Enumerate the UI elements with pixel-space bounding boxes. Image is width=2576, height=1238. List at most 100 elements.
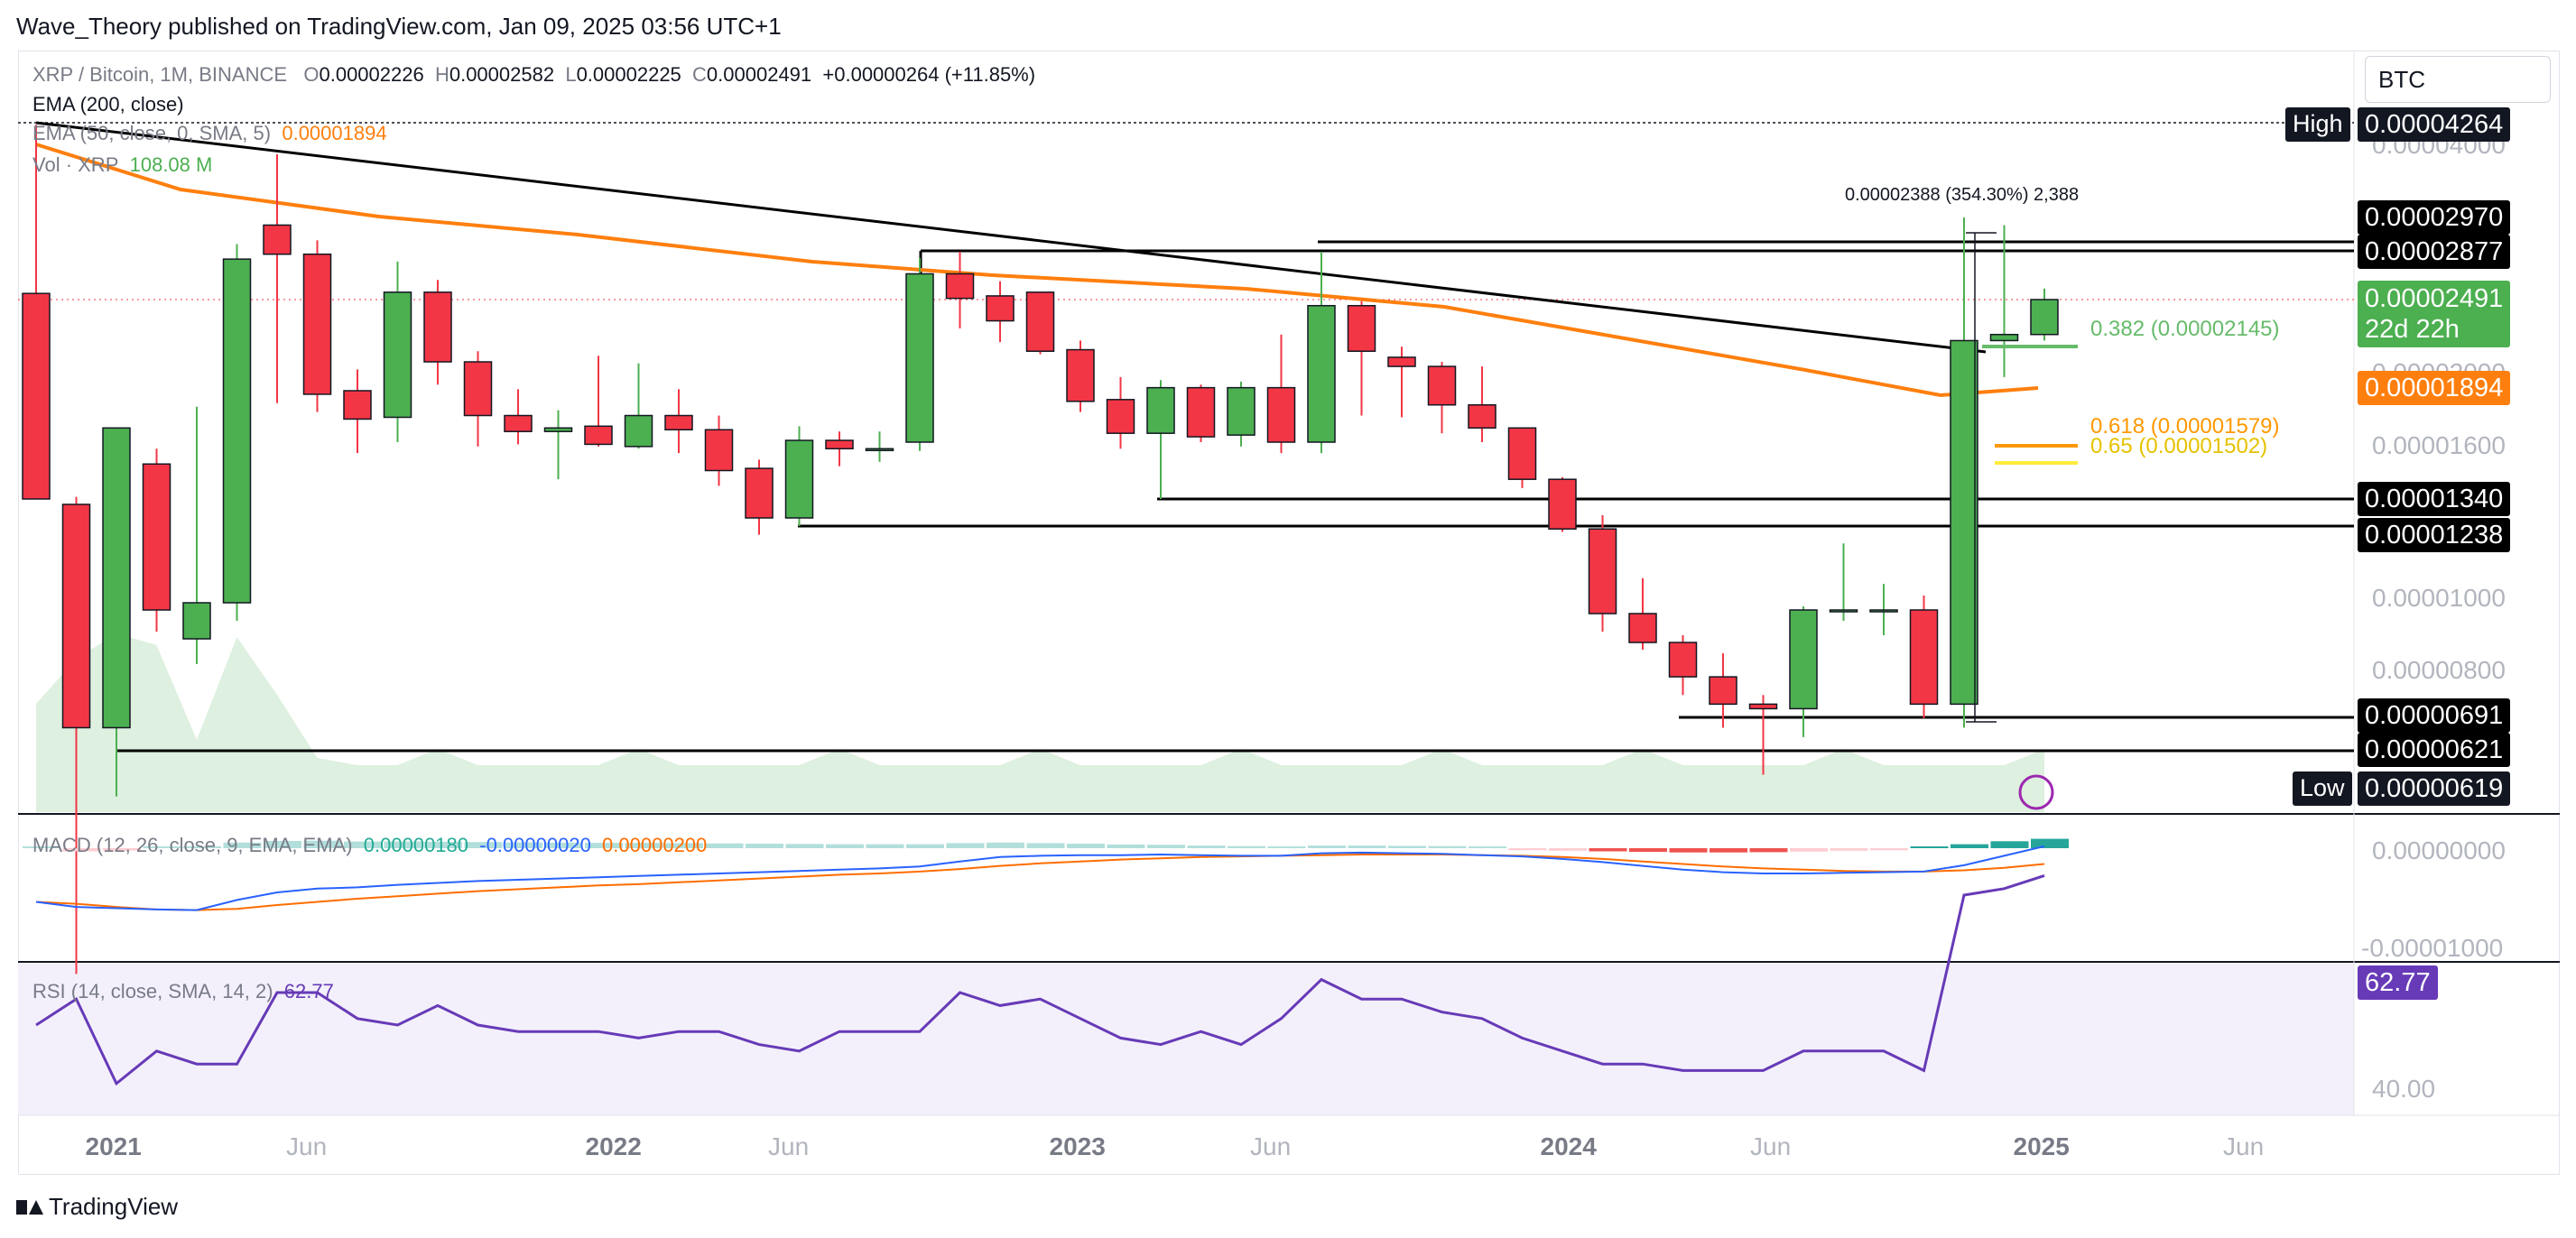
price-axis-tick: 0.00001600	[2372, 431, 2506, 459]
macd-hist-bar	[1267, 846, 1306, 848]
candle-body	[704, 429, 734, 472]
macd-hist-bar	[866, 844, 904, 848]
time-axis-label: 2023	[1050, 1132, 1106, 1160]
macd-hist-bar	[103, 848, 141, 851]
candle-body	[182, 602, 211, 640]
macd-hist-bar	[1910, 846, 1949, 848]
tradingview-logo[interactable]: TradingView	[16, 1193, 178, 1221]
ema50-tag: 0.00001894	[2358, 371, 2511, 405]
candle-body	[1548, 478, 1577, 530]
time-axis-label: Jun	[1250, 1132, 1291, 1160]
macd-hist-bar	[143, 846, 181, 848]
tradingview-wordmark: TradingView	[49, 1193, 179, 1220]
publisher-text: Wave_Theory published on TradingView.com…	[16, 13, 782, 40]
candle-body	[624, 414, 653, 448]
macd-hist-bar	[1469, 846, 1506, 848]
ema50-label: EMA (50, close, 0, SMA, 5)	[32, 122, 272, 144]
candle-body	[1909, 609, 1939, 706]
candle-body	[222, 258, 252, 604]
macd-hist-bar	[303, 840, 342, 848]
macd-axis-tick: -0.00001000	[2361, 934, 2503, 962]
macd-hist-bar	[1669, 848, 1708, 853]
macd-hist-bar	[464, 842, 503, 848]
ema50-legend[interactable]: EMA (50, close, 0, SMA, 5) 0.00001894	[32, 122, 387, 145]
candle-body	[1387, 356, 1416, 367]
candle-body	[905, 273, 934, 443]
high-tag-label: High	[2285, 107, 2350, 142]
open-value: 0.00002226	[319, 63, 424, 86]
candle-body	[1066, 348, 1095, 402]
candle-body	[504, 414, 533, 432]
rsi-value: 62.77	[283, 980, 334, 1002]
candle-body	[986, 295, 1015, 322]
rsi-line	[35, 873, 2045, 1086]
macd-hist-bar	[223, 842, 262, 848]
candle-body	[865, 448, 894, 452]
chart-frame	[18, 51, 2560, 1175]
candle-body	[1829, 609, 1858, 613]
high-label: H	[434, 63, 449, 86]
candle-body	[142, 463, 171, 611]
compare-symbol-box[interactable]: BTC	[2365, 56, 2551, 103]
ema50-value: 0.00001894	[282, 122, 387, 144]
candle-body	[1146, 386, 1175, 434]
candle-body	[343, 390, 372, 420]
macd-hist-bar	[183, 846, 221, 848]
candle-body	[383, 291, 412, 419]
ema200-legend[interactable]: EMA (200, close)	[32, 93, 184, 115]
last-price: 0.00002491	[2365, 284, 2504, 313]
candle-body	[1307, 304, 1336, 443]
macd-hist-bar	[906, 844, 944, 848]
candle-body	[1227, 386, 1256, 436]
macd-hist-bar	[1228, 845, 1265, 848]
time-axis-label: 2024	[1541, 1132, 1598, 1160]
macd-line	[35, 845, 2045, 911]
fib-382-label: 0.382 (0.00002145)	[2090, 317, 2280, 341]
candle-body	[423, 291, 452, 363]
candle-body	[302, 253, 332, 395]
candle-body	[1709, 676, 1737, 706]
bar-countdown: 22d 22h	[2365, 315, 2460, 344]
macd-legend[interactable]: MACD (12, 26, close, 9, EMA, EMA) 0.0000…	[32, 834, 707, 857]
price-axis-tick: 0.00000800	[2372, 656, 2506, 684]
main-legend[interactable]: XRP / Bitcoin, 1M, BINANCE O0.00002226 H…	[32, 63, 1035, 87]
low-tag-label: Low	[2293, 771, 2352, 806]
last-price-tag: 0.00002491 22d 22h	[2358, 281, 2511, 347]
ema50-line	[35, 143, 2039, 398]
measure-label: 0.00002388 (354.30%) 2,388	[1845, 185, 2079, 205]
macd-hist-bar	[544, 842, 583, 848]
candle-body	[1468, 403, 1496, 430]
rsi-band	[18, 964, 2354, 1115]
candle-body	[745, 467, 774, 519]
macd-hist-bar	[1749, 848, 1788, 853]
candle-body	[61, 504, 91, 729]
candle-body	[1347, 304, 1376, 352]
candle-body	[1668, 642, 1698, 678]
macd-hist-bar	[1790, 848, 1828, 852]
downtrend-line	[35, 121, 1987, 354]
macd-hist-bar	[1067, 844, 1105, 848]
low-tag: 0.00000619	[2358, 771, 2511, 806]
candle-body	[1025, 291, 1055, 352]
time-axis-label: Jun	[768, 1132, 809, 1160]
tradingview-icon	[16, 1198, 43, 1216]
level-tag-691: 0.00000691	[2358, 698, 2511, 733]
change-value: +0.00000264 (+11.85%)	[822, 63, 1036, 86]
macd-hist-bar	[23, 846, 60, 848]
candle-body	[1186, 386, 1216, 438]
macd-hist-bar	[625, 843, 663, 848]
level-tag-2877: 0.00002877	[2358, 235, 2511, 269]
time-axis-label: Jun	[2223, 1132, 2264, 1160]
low-value: 0.00002225	[576, 63, 681, 86]
rsi-legend[interactable]: RSI (14, close, SMA, 14, 2) 62.77	[32, 980, 334, 1003]
macd-hist-bar	[1107, 844, 1145, 848]
close-value: 0.00002491	[706, 63, 812, 86]
time-axis-label: Jun	[1750, 1132, 1791, 1160]
candle-body	[102, 427, 131, 729]
level-tag-2970: 0.00002970	[2358, 200, 2511, 235]
volume-legend[interactable]: Vol · XRP 108.08 M	[32, 153, 212, 177]
macd-hist-bar	[1830, 848, 1868, 851]
open-label: O	[303, 63, 320, 86]
candle-body	[543, 427, 573, 432]
